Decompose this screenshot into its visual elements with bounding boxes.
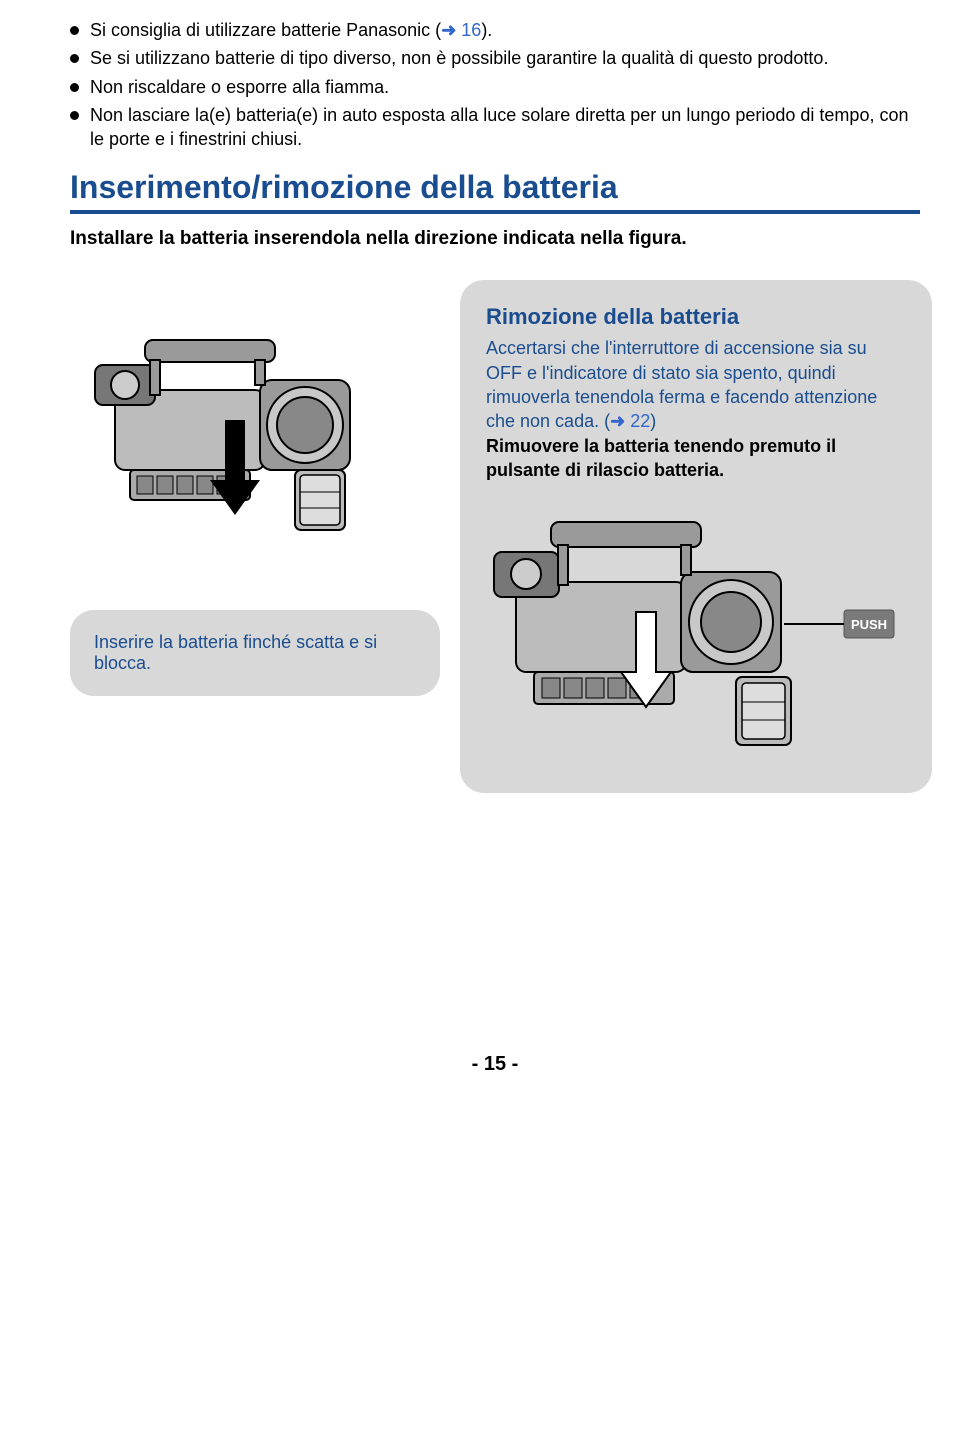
removal-box-title: Rimozione della batteria bbox=[486, 304, 906, 330]
bullet-item: Non riscaldare o esporre alla fiamma. bbox=[70, 75, 920, 99]
bullet-item: Se si utilizzano batterie di tipo divers… bbox=[70, 46, 920, 70]
page-ref-link[interactable]: 16 bbox=[461, 20, 481, 40]
arrow-icon: ➜ bbox=[441, 20, 461, 40]
bullet-text: Non lasciare la(e) batteria(e) in auto e… bbox=[90, 105, 908, 149]
bullet-text-pre: Si consiglia di utilizzare batterie Pana… bbox=[90, 20, 441, 40]
insert-caption-box: Inserire la batteria finché scatta e si … bbox=[70, 610, 440, 696]
camera-insert-illustration bbox=[85, 320, 425, 540]
section-subtitle: Installare la batteria inserendola nella… bbox=[70, 228, 920, 250]
page-ref-link[interactable]: 22 bbox=[630, 411, 650, 431]
bullet-item: Non lasciare la(e) batteria(e) in auto e… bbox=[70, 103, 920, 152]
removal-text-1-post: ) bbox=[650, 411, 656, 431]
push-label: PUSH bbox=[851, 617, 887, 632]
page-number: - 15 - bbox=[70, 1053, 920, 1076]
removal-box: Rimozione della batteria Accertarsi che … bbox=[460, 280, 932, 793]
camera-remove-illustration: PUSH bbox=[486, 502, 906, 762]
arrow-icon: ➜ bbox=[610, 411, 630, 431]
bullet-text-post: ). bbox=[481, 20, 492, 40]
insert-caption-text: Inserire la batteria finché scatta e si … bbox=[94, 632, 377, 673]
bullet-item: Si consiglia di utilizzare batterie Pana… bbox=[70, 18, 920, 42]
removal-box-text: Accertarsi che l'interruttore di accensi… bbox=[486, 336, 906, 482]
removal-text-1: Accertarsi che l'interruttore di accensi… bbox=[486, 338, 877, 431]
section-title: Inserimento/rimozione della batteria bbox=[70, 169, 920, 214]
bullet-text: Non riscaldare o esporre alla fiamma. bbox=[90, 77, 389, 97]
removal-text-2: Rimuovere la batteria tenendo premuto il… bbox=[486, 436, 836, 480]
bullet-text: Se si utilizzano batterie di tipo divers… bbox=[90, 48, 828, 68]
bullet-list: Si consiglia di utilizzare batterie Pana… bbox=[70, 18, 920, 151]
